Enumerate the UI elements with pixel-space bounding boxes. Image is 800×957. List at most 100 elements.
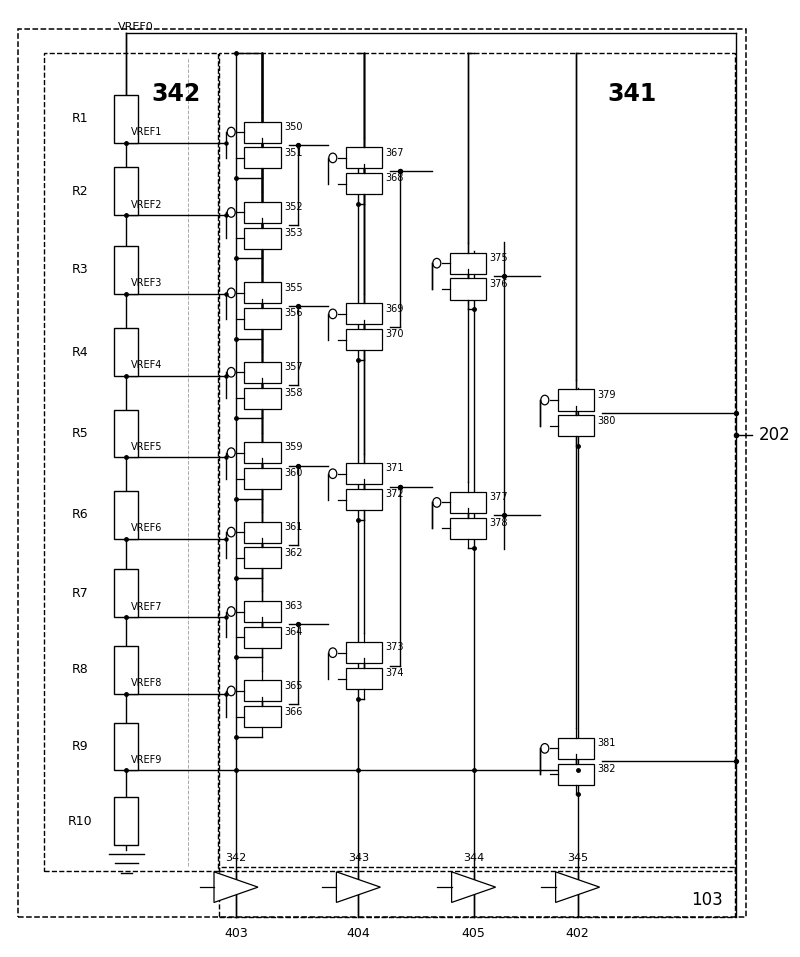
Text: 369: 369 <box>386 303 404 314</box>
Text: 381: 381 <box>598 738 616 748</box>
Text: R9: R9 <box>72 740 88 753</box>
Text: 368: 368 <box>386 173 404 184</box>
Bar <box>558 389 594 411</box>
Bar <box>114 797 138 845</box>
Text: 403: 403 <box>224 926 248 940</box>
Text: 345: 345 <box>567 854 588 863</box>
Bar <box>244 547 281 568</box>
Text: VREF3: VREF3 <box>131 278 162 288</box>
Text: 358: 358 <box>284 388 302 398</box>
Text: R7: R7 <box>72 587 88 600</box>
Bar <box>244 388 281 409</box>
Bar <box>558 764 594 785</box>
Bar <box>346 147 382 168</box>
Bar <box>244 122 281 143</box>
Text: 377: 377 <box>490 492 508 502</box>
Bar <box>219 867 735 917</box>
Text: R4: R4 <box>72 345 88 359</box>
Text: VREF5: VREF5 <box>131 442 162 452</box>
Text: 380: 380 <box>598 415 616 426</box>
Text: 373: 373 <box>386 642 404 653</box>
Bar <box>244 627 281 648</box>
Text: R6: R6 <box>72 508 88 522</box>
Text: 360: 360 <box>284 468 302 478</box>
Bar <box>244 468 281 489</box>
Bar <box>244 442 281 463</box>
Text: 365: 365 <box>284 680 302 691</box>
Text: 359: 359 <box>284 442 302 453</box>
Bar <box>114 410 138 457</box>
Bar <box>346 642 382 663</box>
Text: 363: 363 <box>284 601 302 612</box>
Text: 351: 351 <box>284 147 302 158</box>
Bar <box>244 282 281 303</box>
Bar <box>346 329 382 350</box>
Text: R10: R10 <box>68 814 92 828</box>
Text: 405: 405 <box>462 926 486 940</box>
Bar <box>44 53 218 871</box>
Text: 357: 357 <box>284 362 302 372</box>
Bar <box>558 415 594 436</box>
Text: 103: 103 <box>691 891 723 908</box>
Text: 379: 379 <box>598 389 616 400</box>
Bar <box>346 303 382 324</box>
Bar <box>346 173 382 194</box>
Bar <box>244 522 281 543</box>
Bar <box>244 601 281 622</box>
Text: 375: 375 <box>490 253 508 263</box>
Text: 374: 374 <box>386 668 404 679</box>
Bar <box>244 362 281 383</box>
Text: 356: 356 <box>284 308 302 319</box>
Bar <box>244 228 281 249</box>
Text: R2: R2 <box>72 185 88 198</box>
Text: 353: 353 <box>284 228 302 238</box>
Text: 366: 366 <box>284 706 302 717</box>
Text: 352: 352 <box>284 202 302 212</box>
Text: R8: R8 <box>72 663 88 677</box>
Text: VREF1: VREF1 <box>131 127 162 137</box>
Text: VREF8: VREF8 <box>131 679 162 688</box>
Bar <box>346 668 382 689</box>
Bar <box>244 308 281 329</box>
Text: VREF9: VREF9 <box>131 755 162 765</box>
Bar <box>346 463 382 484</box>
Text: R3: R3 <box>72 263 88 277</box>
Text: 344: 344 <box>463 854 484 863</box>
Bar <box>244 706 281 727</box>
Bar <box>114 491 138 539</box>
Text: 202: 202 <box>758 427 790 444</box>
Bar <box>244 202 281 223</box>
Text: VREF7: VREF7 <box>131 602 162 612</box>
Polygon shape <box>336 872 381 902</box>
Text: VREF0: VREF0 <box>118 22 154 32</box>
Text: 402: 402 <box>566 926 590 940</box>
Text: VREF4: VREF4 <box>131 361 162 370</box>
Text: 404: 404 <box>346 926 370 940</box>
Bar <box>114 569 138 617</box>
Bar <box>450 278 486 300</box>
Bar <box>114 328 138 376</box>
Polygon shape <box>555 872 600 902</box>
Bar <box>114 167 138 215</box>
Text: R5: R5 <box>72 427 88 440</box>
Text: 343: 343 <box>348 854 369 863</box>
Bar <box>244 680 281 701</box>
Text: 341: 341 <box>607 81 657 106</box>
Text: 361: 361 <box>284 522 302 532</box>
Bar <box>346 489 382 510</box>
Text: VREF6: VREF6 <box>131 523 162 533</box>
Bar <box>219 53 735 871</box>
Bar <box>114 246 138 294</box>
Text: R1: R1 <box>72 112 88 125</box>
Text: 378: 378 <box>490 518 508 528</box>
Text: 342: 342 <box>151 81 201 106</box>
Bar <box>450 492 486 513</box>
Text: 370: 370 <box>386 329 404 340</box>
Bar <box>450 518 486 539</box>
Text: 364: 364 <box>284 627 302 637</box>
Bar <box>114 95 138 143</box>
Bar <box>244 147 281 168</box>
Bar <box>558 738 594 759</box>
Text: 382: 382 <box>598 764 616 774</box>
Bar <box>114 646 138 694</box>
